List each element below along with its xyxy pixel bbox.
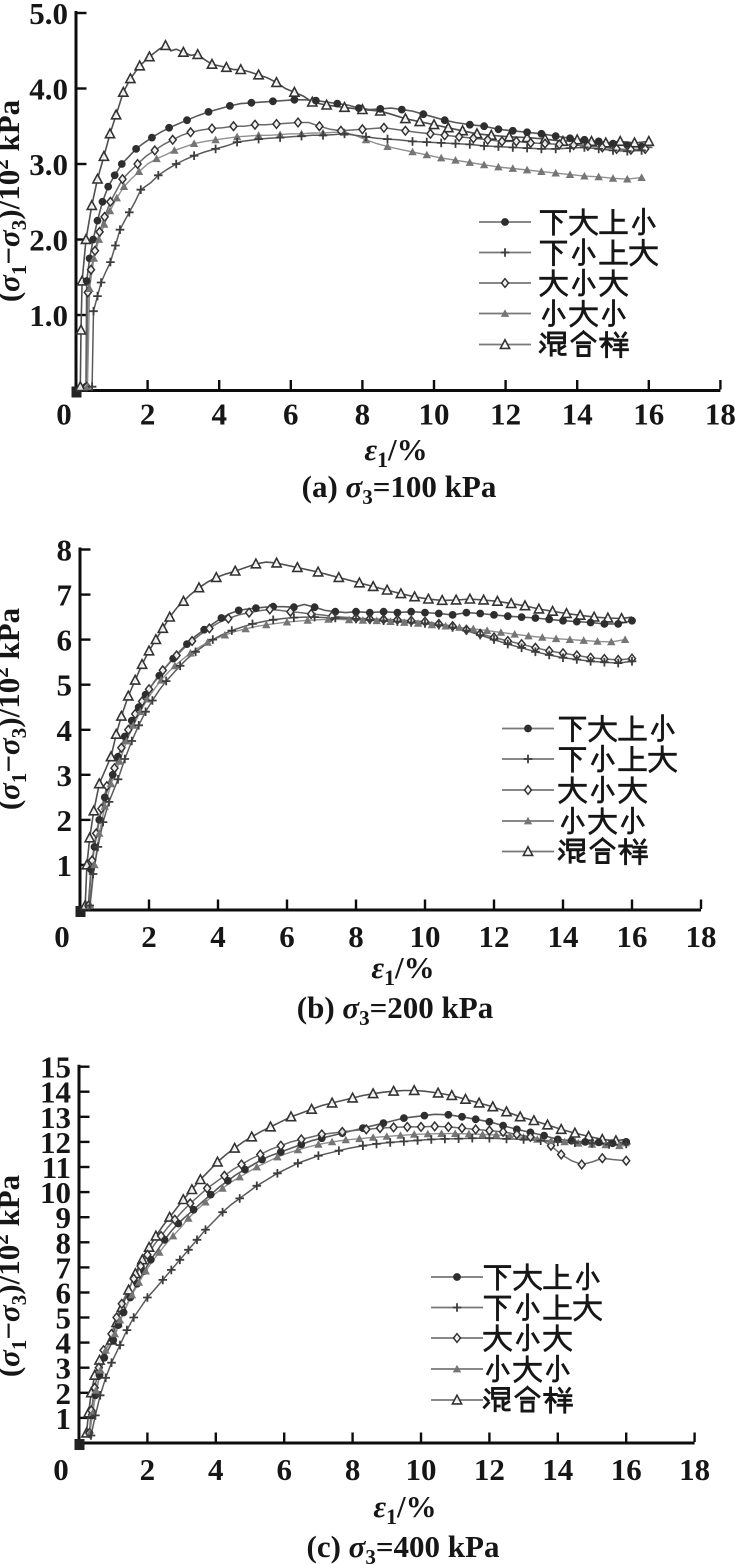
svg-text:14: 14 xyxy=(562,397,593,432)
svg-text:5: 5 xyxy=(57,668,73,703)
svg-text:18: 18 xyxy=(686,919,717,954)
svg-text:ε1/%: ε1/% xyxy=(371,950,434,990)
svg-text:18: 18 xyxy=(705,397,735,432)
svg-text:5: 5 xyxy=(56,1301,72,1336)
svg-text:11: 11 xyxy=(42,1150,71,1185)
svg-text:8: 8 xyxy=(345,1452,361,1487)
svg-text:0: 0 xyxy=(56,397,72,432)
svg-text:9: 9 xyxy=(56,1200,72,1235)
svg-text:7: 7 xyxy=(57,578,73,613)
svg-text:4: 4 xyxy=(56,1326,72,1361)
svg-text:(σ1−σ3)/102 kPa: (σ1−σ3)/102 kPa xyxy=(0,99,31,302)
svg-text:4: 4 xyxy=(211,397,227,432)
svg-text:5.0: 5.0 xyxy=(29,0,68,31)
svg-text:4: 4 xyxy=(208,1452,224,1487)
svg-text:1: 1 xyxy=(57,848,73,883)
svg-text:4: 4 xyxy=(210,919,226,954)
svg-text:(c) σ3=400 kPa: (c) σ3=400 kPa xyxy=(307,1529,500,1565)
svg-text:4.0: 4.0 xyxy=(29,72,68,107)
svg-text:1: 1 xyxy=(56,1401,72,1436)
svg-text:6: 6 xyxy=(276,1452,292,1487)
svg-text:14: 14 xyxy=(40,1075,71,1110)
svg-text:10: 10 xyxy=(406,1452,437,1487)
svg-text:6: 6 xyxy=(56,1276,72,1311)
svg-text:1.0: 1.0 xyxy=(29,298,68,333)
svg-text:13: 13 xyxy=(40,1100,71,1135)
svg-text:2: 2 xyxy=(56,1376,72,1411)
svg-text:8: 8 xyxy=(355,397,371,432)
svg-text:8: 8 xyxy=(57,533,73,568)
svg-text:0: 0 xyxy=(53,1452,69,1487)
svg-text:6: 6 xyxy=(279,919,295,954)
svg-text:4: 4 xyxy=(57,713,73,748)
svg-text:10: 10 xyxy=(40,1175,71,1210)
svg-text:(b) σ3=200 kPa: (b) σ3=200 kPa xyxy=(297,990,494,1030)
svg-text:3.0: 3.0 xyxy=(29,147,68,182)
svg-text:16: 16 xyxy=(611,1452,642,1487)
svg-text:(a) σ3=100 kPa: (a) σ3=100 kPa xyxy=(302,469,497,509)
svg-text:12: 12 xyxy=(490,397,521,432)
svg-text:12: 12 xyxy=(40,1125,71,1160)
svg-text:7: 7 xyxy=(56,1250,72,1285)
svg-text:8: 8 xyxy=(56,1225,72,1260)
svg-text:2: 2 xyxy=(140,397,156,432)
svg-text:3: 3 xyxy=(57,758,73,793)
svg-text:2: 2 xyxy=(141,919,157,954)
svg-text:10: 10 xyxy=(419,397,450,432)
svg-text:14: 14 xyxy=(542,1452,573,1487)
svg-text:12: 12 xyxy=(474,1452,505,1487)
svg-text:0: 0 xyxy=(54,919,70,954)
svg-text:15: 15 xyxy=(40,1050,71,1085)
svg-text:16: 16 xyxy=(617,919,648,954)
svg-text:12: 12 xyxy=(479,919,510,954)
svg-text:2: 2 xyxy=(57,803,73,838)
svg-text:18: 18 xyxy=(679,1452,710,1487)
svg-text:2.0: 2.0 xyxy=(29,223,68,258)
svg-text:10: 10 xyxy=(410,919,441,954)
svg-text:14: 14 xyxy=(548,919,579,954)
svg-text:8: 8 xyxy=(348,919,364,954)
svg-text:ε1/%: ε1/% xyxy=(364,432,427,472)
svg-text:ε1/%: ε1/% xyxy=(373,1489,436,1529)
svg-text:3: 3 xyxy=(56,1351,72,1386)
svg-text:(σ1−σ3)/102 kPa: (σ1−σ3)/102 kPa xyxy=(0,1174,31,1377)
svg-text:6: 6 xyxy=(57,623,73,658)
svg-text:6: 6 xyxy=(283,397,299,432)
svg-text:2: 2 xyxy=(140,1452,156,1487)
svg-text:16: 16 xyxy=(633,397,664,432)
